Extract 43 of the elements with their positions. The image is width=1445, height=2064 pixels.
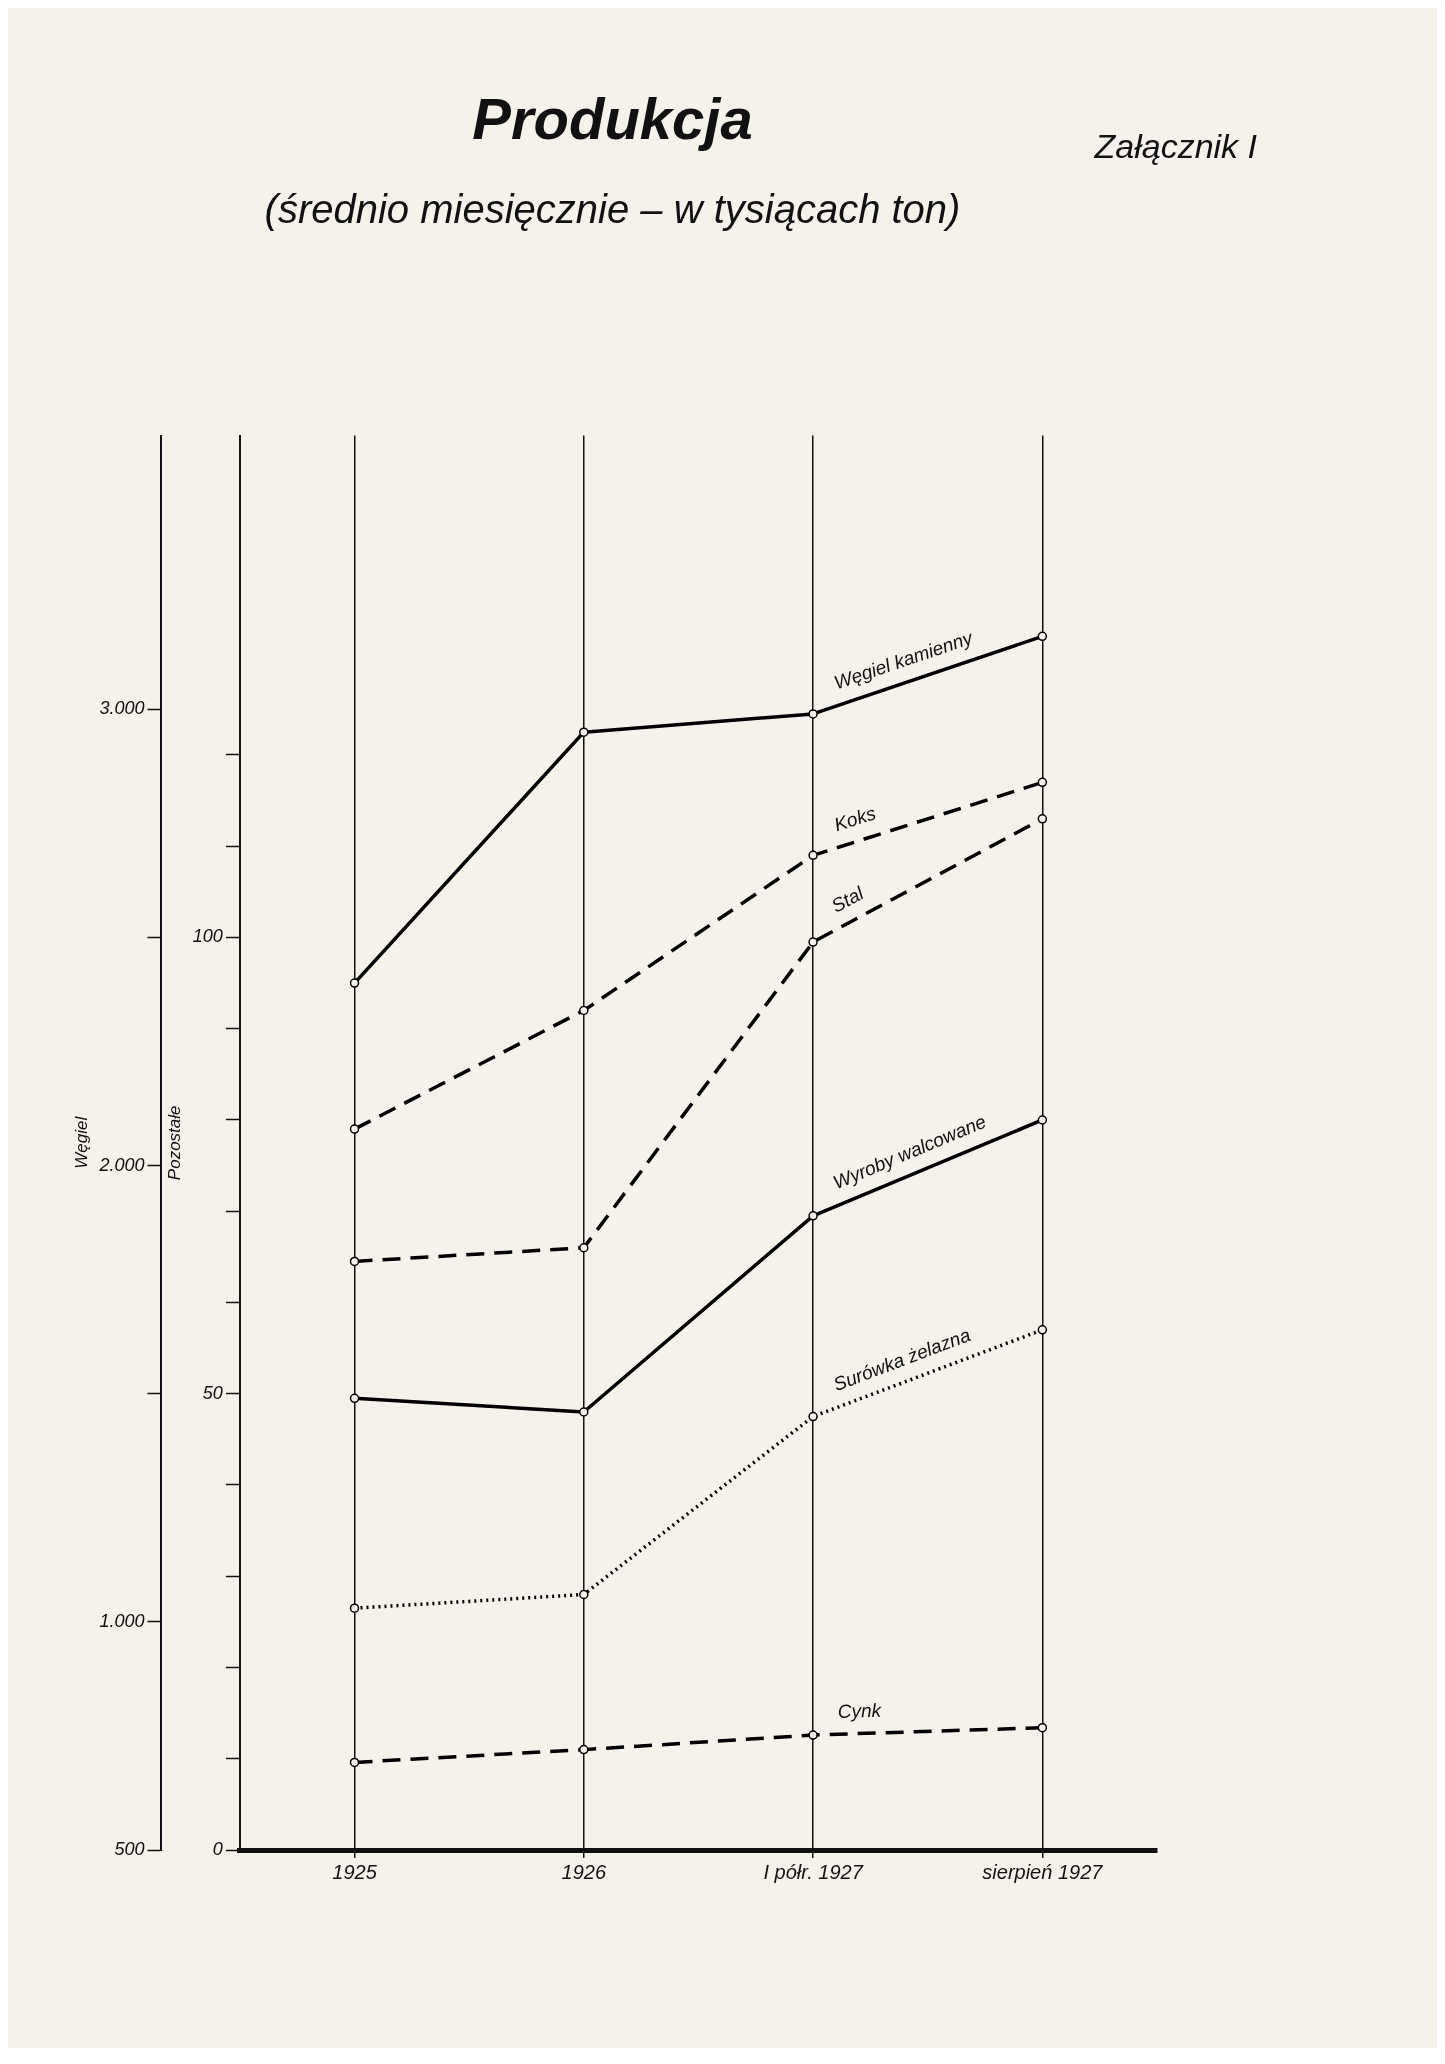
y-tick-label: 2.000 <box>98 1154 145 1175</box>
point <box>349 1757 360 1768</box>
x-tick-label: sierpień 1927 <box>982 1860 1104 1883</box>
point <box>808 850 818 861</box>
y2-tick-label: 100 <box>192 926 223 947</box>
point <box>579 1407 589 1417</box>
point <box>808 937 818 947</box>
point <box>808 709 818 719</box>
point <box>579 727 589 737</box>
point <box>579 1589 589 1600</box>
series-label: Cynk <box>837 1699 883 1723</box>
y-axis-title: Węgiel <box>71 1115 91 1169</box>
x-tick-label: 1926 <box>561 1860 607 1883</box>
point <box>349 1393 360 1404</box>
y2-tick-label: 0 <box>212 1839 223 1859</box>
point <box>1037 631 1048 642</box>
point <box>808 1211 818 1221</box>
point <box>579 1744 589 1755</box>
point <box>1037 1115 1048 1125</box>
point <box>1037 1325 1048 1335</box>
x-tick-label: I półr. 1927 <box>763 1860 864 1883</box>
point <box>349 1256 360 1267</box>
point <box>579 1242 589 1253</box>
chart-subtitle: (średnio miesięcznie – w tysiącach ton) <box>264 186 961 231</box>
point <box>1037 777 1048 788</box>
y-tick-label: 3.000 <box>99 698 145 719</box>
y-tick-label: 500 <box>114 1839 145 1859</box>
y2-axis-title: Pozostałe <box>165 1105 185 1181</box>
y-tick-label: 1.000 <box>99 1610 145 1631</box>
point <box>349 978 360 988</box>
point <box>808 1411 818 1422</box>
chart-title: Produkcja <box>472 85 753 151</box>
x-tick-label: 1925 <box>332 1860 378 1883</box>
point <box>579 1005 589 1016</box>
text: Koks <box>831 802 879 836</box>
text: Stal <box>828 882 868 917</box>
point <box>349 1124 360 1134</box>
point <box>1037 1722 1048 1733</box>
point <box>808 1730 818 1740</box>
point <box>1037 814 1048 824</box>
y2-tick-label: 50 <box>202 1382 223 1403</box>
point <box>349 1603 360 1613</box>
text: Załącznik I <box>1093 127 1258 165</box>
